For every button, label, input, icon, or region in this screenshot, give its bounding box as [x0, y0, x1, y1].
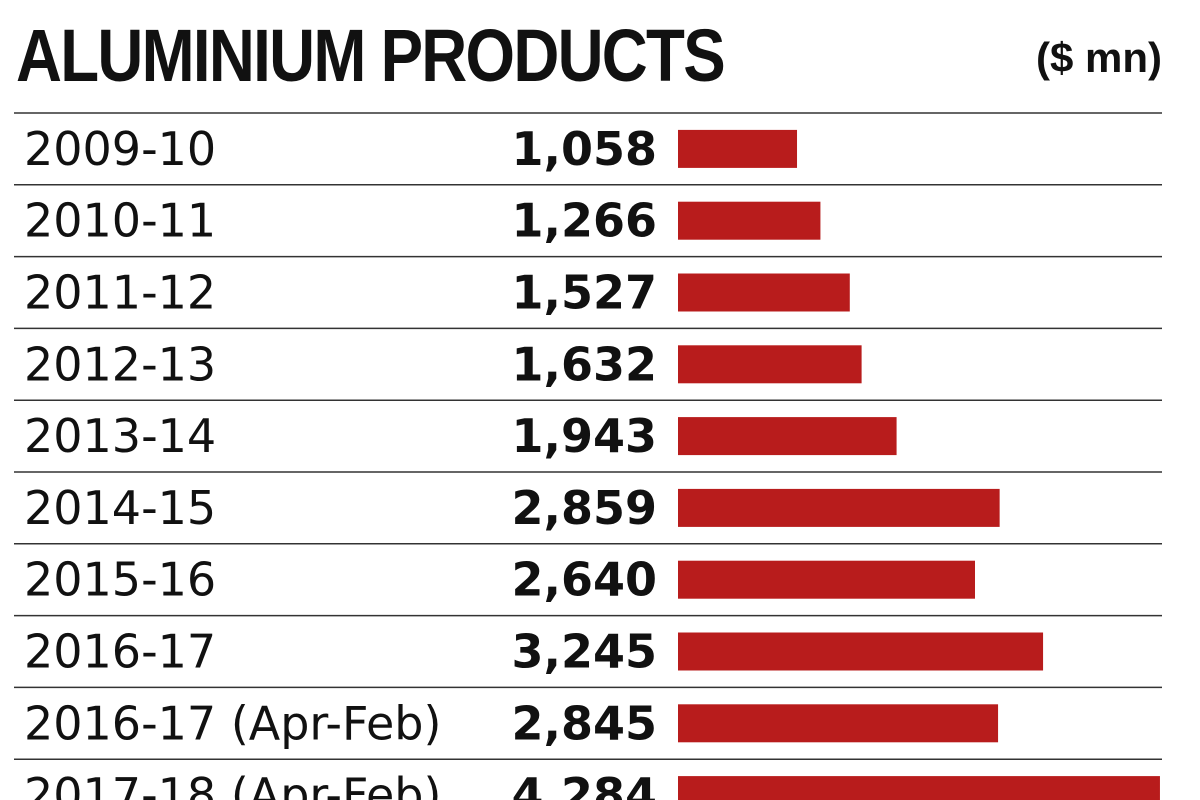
bar	[678, 345, 862, 384]
value-label: 3,245	[511, 625, 657, 679]
value-label: 1,527	[511, 266, 657, 320]
value-label: 1,058	[511, 122, 657, 176]
value-label: 2,640	[511, 553, 657, 607]
category-label: 2012-13	[24, 337, 216, 391]
value-label: 1,943	[511, 409, 657, 463]
bar	[678, 129, 798, 168]
value-label: 1,632	[511, 337, 657, 391]
category-label: 2009-10	[24, 122, 216, 176]
bar	[678, 776, 1160, 800]
category-label: 2015-16	[24, 553, 216, 607]
bar	[678, 704, 999, 743]
category-label: 2010-11	[24, 194, 216, 248]
category-label: 2014-15	[24, 481, 216, 535]
value-label: 2,845	[511, 696, 657, 750]
bar	[678, 488, 1000, 527]
value-label: 1,266	[511, 194, 657, 248]
value-label: 4,284	[511, 768, 657, 800]
chart-title: ALUMINIUM PRODUCTS	[16, 14, 726, 97]
category-label: 2016-17	[24, 625, 216, 679]
chart-unit: ($ mn)	[1036, 34, 1162, 81]
bar	[678, 273, 850, 312]
category-label: 2013-14	[24, 409, 216, 463]
bar	[678, 417, 897, 456]
bar	[678, 560, 975, 599]
value-label: 2,859	[511, 481, 657, 535]
bar	[678, 201, 821, 240]
bar	[678, 632, 1044, 671]
category-label: 2016-17 (Apr-Feb)	[24, 696, 441, 750]
category-label: 2017-18 (Apr-Feb)	[24, 768, 441, 800]
category-label: 2011-12	[24, 266, 216, 320]
